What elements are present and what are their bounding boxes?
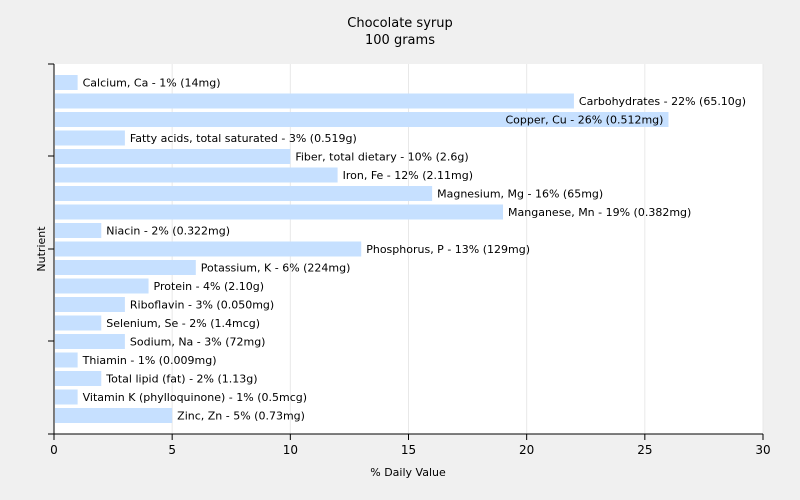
axes: 0 5 10 15 20 25 30	[48, 63, 771, 457]
bar-label: Potassium, K - 6% (224mg)	[201, 262, 351, 275]
bar	[55, 352, 78, 368]
bar-label: Total lipid (fat) - 2% (1.13g)	[105, 373, 257, 386]
bar-label: Thiamin - 1% (0.009mg)	[82, 354, 217, 367]
bar	[55, 167, 338, 183]
bar	[55, 315, 102, 331]
bar	[55, 149, 291, 164]
bar	[55, 241, 362, 257]
bar	[55, 130, 125, 146]
bar	[55, 112, 669, 127]
bar-label: Niacin - 2% (0.322mg)	[106, 225, 230, 238]
chart-subtitle: 100 grams	[365, 33, 435, 48]
bar-label: Selenium, Se - 2% (1.4mcg)	[106, 317, 260, 330]
bar	[55, 223, 102, 238]
bar-label: Iron, Fe - 12% (2.11mg)	[343, 169, 473, 182]
bar-label: Fatty acids, total saturated - 3% (0.519…	[130, 132, 357, 145]
bars: Calcium, Ca - 1% (14mg) Carbohydrates - 2…	[55, 75, 746, 423]
bar-label: Zinc, Zn - 5% (0.73mg)	[177, 410, 305, 423]
bar-label: Protein - 4% (2.10g)	[154, 280, 265, 293]
bar-label: Copper, Cu - 26% (0.512mg)	[505, 114, 663, 127]
bar	[55, 260, 196, 275]
bar-label: Calcium, Ca - 1% (14mg)	[83, 77, 221, 90]
bar-label: Phosphorus, P - 13% (129mg)	[366, 243, 530, 256]
x-tick-label: 25	[637, 443, 652, 457]
bar-label: Manganese, Mn - 19% (0.382mg)	[508, 206, 691, 219]
x-axis-title: % Daily Value	[370, 466, 446, 479]
x-tick-label: 5	[168, 443, 176, 457]
bar	[55, 93, 574, 109]
bar	[55, 297, 125, 312]
x-tick-label: 10	[283, 443, 298, 457]
bar	[55, 334, 125, 349]
bar	[55, 408, 173, 423]
bar-label: Fiber, total dietary - 10% (2.6g)	[295, 151, 468, 164]
bar-label: Vitamin K (phylloquinone) - 1% (0.5mcg)	[83, 391, 307, 404]
bar	[55, 75, 78, 90]
y-axis-title: Nutrient	[35, 226, 48, 272]
bar-label: Riboflavin - 3% (0.050mg)	[130, 299, 274, 312]
bar	[55, 371, 102, 386]
bar	[55, 204, 504, 220]
bar	[55, 186, 433, 201]
bar	[55, 278, 149, 294]
x-tick-label: 20	[519, 443, 534, 457]
x-tick-label: 30	[755, 443, 770, 457]
bar	[55, 389, 78, 405]
bar-label: Sodium, Na - 3% (72mg)	[130, 336, 266, 349]
chart-title: Chocolate syrup	[347, 16, 452, 31]
x-tick-label: 0	[50, 443, 58, 457]
x-tick-label: 15	[401, 443, 416, 457]
bar-label: Carbohydrates - 22% (65.10g)	[579, 95, 746, 108]
bar-label: Magnesium, Mg - 16% (65mg)	[437, 188, 603, 201]
